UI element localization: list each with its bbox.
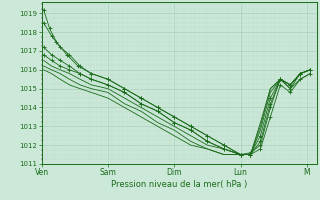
- X-axis label: Pression niveau de la mer( hPa ): Pression niveau de la mer( hPa ): [111, 180, 247, 189]
